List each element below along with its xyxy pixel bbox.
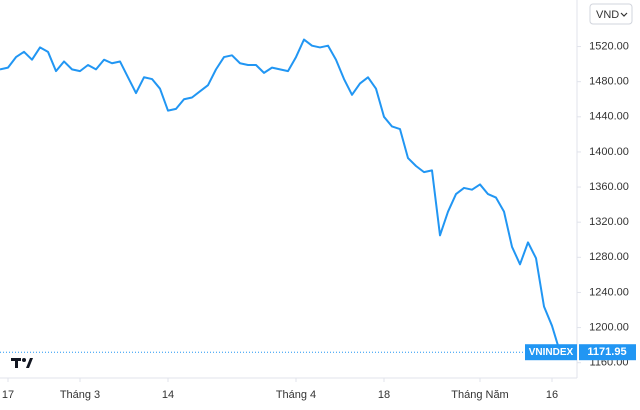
x-tick-label: 18 (378, 389, 390, 401)
x-tick-label: 14 (162, 389, 174, 401)
y-tick-label: 1320.00 (589, 216, 629, 228)
y-tick-label: 1400.00 (589, 146, 629, 158)
y-tick-label: 1360.00 (589, 181, 629, 193)
x-tick-label: Tháng Năm (451, 389, 508, 401)
series-label: VNINDEX (529, 347, 574, 358)
currency-selector[interactable]: VND (589, 3, 633, 25)
last-price-label: 1171.95 (587, 346, 626, 358)
y-tick-label: 1440.00 (589, 111, 629, 123)
y-tick-label: 1200.00 (589, 321, 629, 333)
y-tick-label: 1240.00 (589, 286, 629, 298)
series-label-box (525, 344, 577, 361)
logo (11, 358, 33, 368)
last-price-box (579, 344, 636, 361)
x-tick-label: 16 (546, 389, 558, 401)
x-tick-label: Tháng 4 (276, 389, 316, 401)
x-tick-label: Tháng 3 (60, 389, 100, 401)
selector-box[interactable] (589, 3, 633, 25)
y-tick-label: 1480.00 (589, 76, 629, 88)
x-tick-label: 17 (2, 389, 14, 401)
logo-part (26, 358, 33, 368)
price-line (0, 38, 561, 353)
selector-arrow[interactable] (620, 12, 628, 17)
logo-part (22, 358, 26, 362)
selector-label[interactable]: VND (596, 9, 619, 21)
y-tick-label: 1520.00 (589, 40, 629, 52)
y-tick-label: 1280.00 (589, 251, 629, 263)
logo-part (15, 358, 18, 368)
